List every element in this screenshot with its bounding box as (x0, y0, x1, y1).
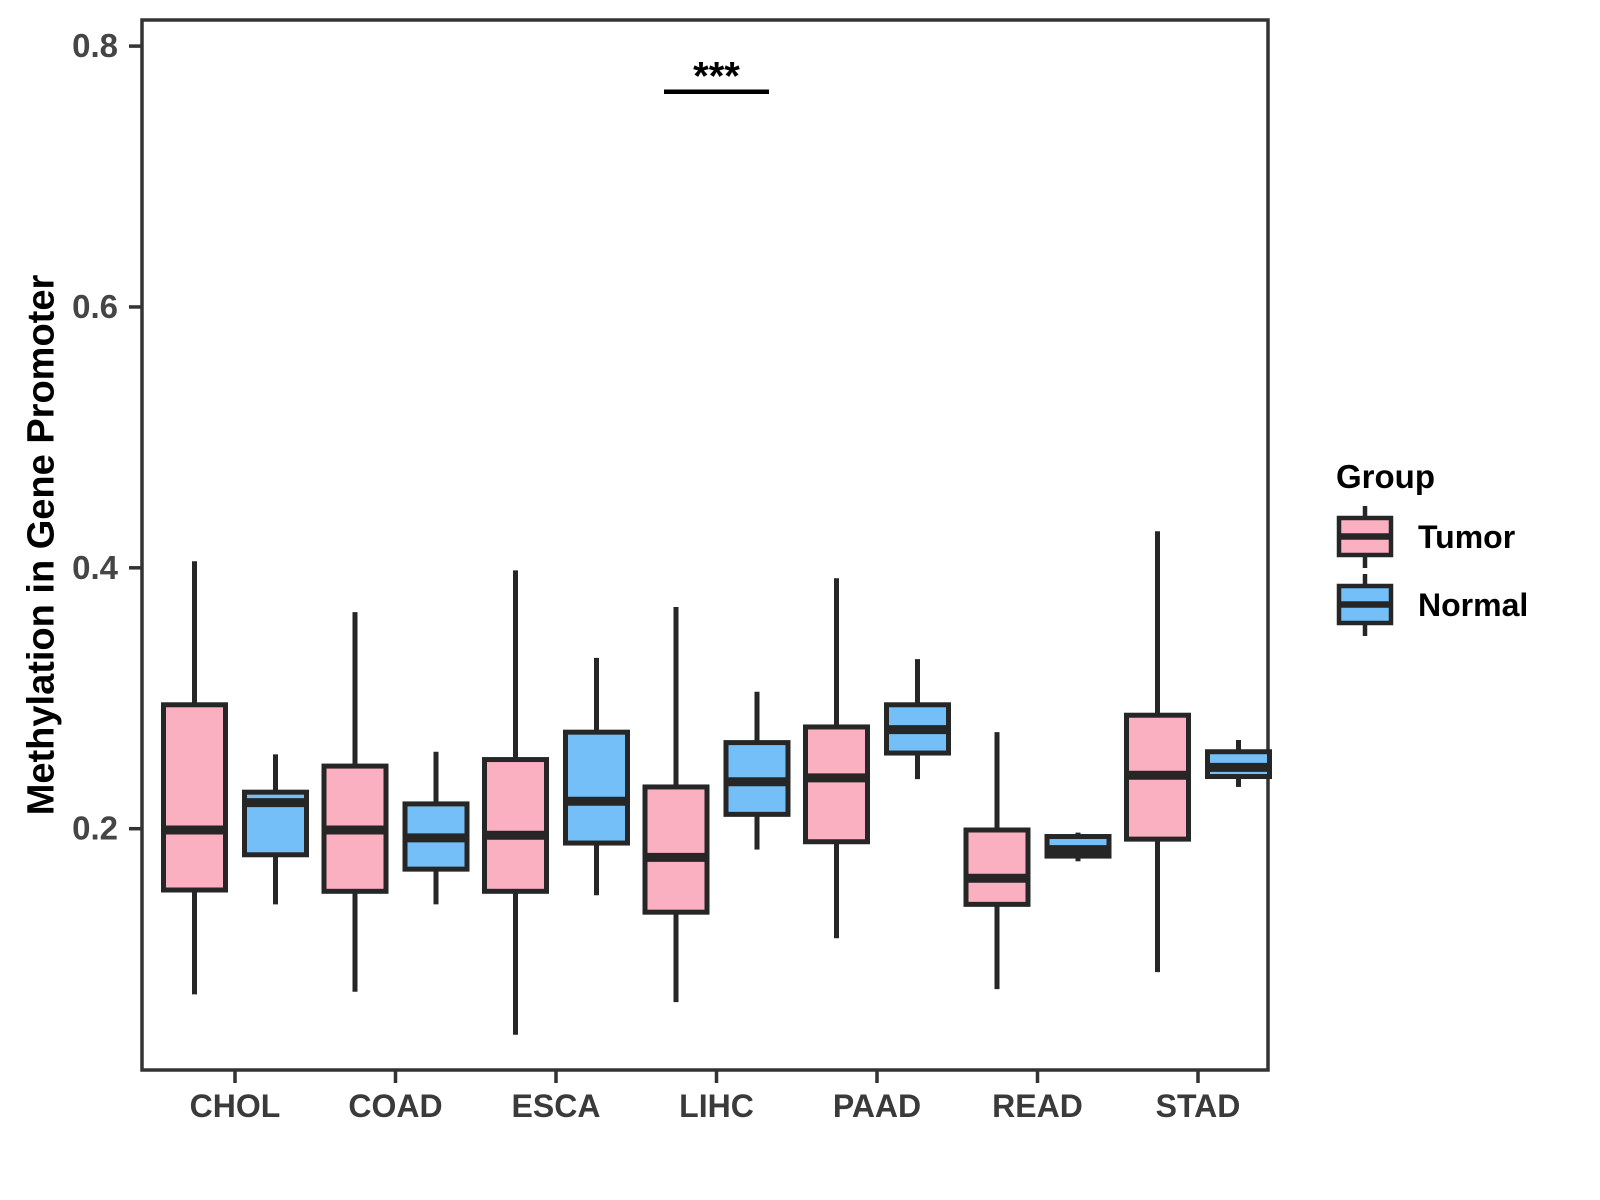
legend-entry-normal: Normal (1336, 571, 1596, 639)
box-Tumor-CHOL (161, 702, 228, 893)
y-tick-label-0.4: 0.4 (72, 549, 119, 586)
y-tick-label-0.8: 0.8 (72, 27, 118, 64)
panel-border (140, 18, 1270, 1072)
box-Tumor-READ (963, 827, 1031, 907)
x-axis-label-COAD: COAD (348, 1088, 442, 1124)
box-Tumor-ESCA (482, 757, 549, 894)
x-axis-label-READ: READ (992, 1088, 1083, 1124)
box-Tumor-PAAD (803, 724, 870, 845)
x-axis-label-PAAD: PAAD (833, 1088, 921, 1124)
normal-boxplot-key-icon (1336, 574, 1394, 636)
y-axis-title: Methylation in Gene Promoter (20, 274, 63, 816)
significance-stars: *** (693, 55, 740, 99)
legend: Group Tumor Normal (1336, 450, 1596, 639)
y-tick-label-0.6: 0.6 (72, 288, 118, 325)
x-axis-label-STAD: STAD (1156, 1088, 1241, 1124)
tumor-boxplot-key-icon (1336, 506, 1394, 568)
x-axis-label-CHOL: CHOL (190, 1088, 281, 1124)
legend-label-normal: Normal (1418, 586, 1529, 623)
legend-title: Group (1336, 457, 1435, 495)
y-tick-label-0.2: 0.2 (72, 810, 118, 847)
x-axis-label-LIHC: LIHC (679, 1088, 754, 1124)
x-axis-label-ESCA: ESCA (512, 1088, 601, 1124)
legend-entry-tumor: Tumor (1336, 503, 1596, 571)
legend-label-tumor: Tumor (1418, 518, 1516, 555)
box-Normal-ESCA (563, 729, 630, 846)
box-Tumor-LIHC (642, 784, 710, 915)
